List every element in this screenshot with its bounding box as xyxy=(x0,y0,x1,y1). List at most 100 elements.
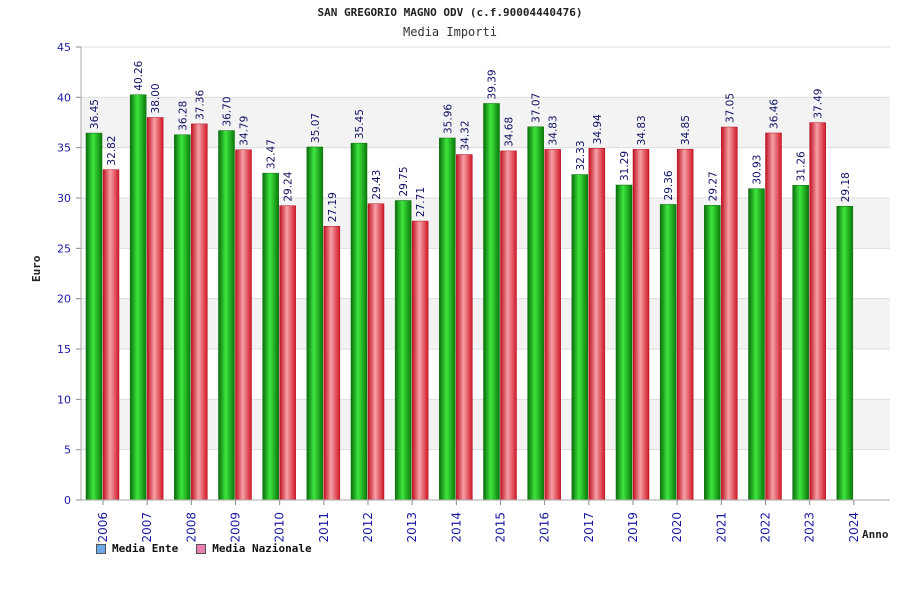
bar-label-media-ente-2021: 29.27 xyxy=(707,171,719,201)
bar-media-nazionale-2012 xyxy=(367,203,385,501)
x-tick-label-2006: 2006 xyxy=(96,512,110,543)
bar-media-ente-2024 xyxy=(836,206,854,501)
bar-media-ente-2011 xyxy=(306,146,324,501)
x-tick-label-2011: 2011 xyxy=(317,512,331,543)
bar-label-media-nazionale-2009: 34.79 xyxy=(239,116,251,146)
bar-label-media-ente-2022: 30.93 xyxy=(752,155,764,185)
bar-media-ente-2009 xyxy=(218,130,235,501)
bar-label-media-nazionale-2017: 34.94 xyxy=(592,114,604,144)
bar-media-ente-2016 xyxy=(527,126,544,501)
bar-label-media-ente-2023: 31.26 xyxy=(796,151,808,181)
bar-media-nazionale-2008 xyxy=(191,123,208,501)
y-tick-label: 0 xyxy=(64,494,71,507)
y-tick-label: 35 xyxy=(57,142,71,155)
bar-media-ente-2021 xyxy=(704,205,721,501)
x-tick-label-2022: 2022 xyxy=(759,512,773,543)
bar-media-nazionale-2011 xyxy=(323,226,341,501)
x-tick-label-2013: 2013 xyxy=(405,512,419,543)
bar-label-media-ente-2006: 36.45 xyxy=(89,99,101,129)
bar-media-ente-2010 xyxy=(262,172,279,501)
bar-media-nazionale-2015 xyxy=(500,150,517,501)
x-tick-label-2009: 2009 xyxy=(229,512,243,543)
bar-media-nazionale-2020 xyxy=(676,148,694,501)
bar-label-media-ente-2013: 29.75 xyxy=(398,166,410,196)
bar-label-media-nazionale-2014: 34.32 xyxy=(459,120,471,150)
y-tick-label: 45 xyxy=(57,41,71,54)
bar-label-media-ente-2024: 29.18 xyxy=(840,172,852,202)
bar-media-ente-2006 xyxy=(85,132,103,501)
x-tick-label-2015: 2015 xyxy=(494,512,508,543)
bar-label-media-nazionale-2022: 36.46 xyxy=(769,99,781,129)
x-axis-ticks: 2006 2007 2008 2009 2010 2011 2012 2013 2014 2015… xyxy=(96,500,861,543)
x-tick-label-2016: 2016 xyxy=(538,512,552,543)
bar-media-ente-2008 xyxy=(174,134,191,501)
bar-label-media-ente-2010: 32.47 xyxy=(266,139,278,169)
bar-media-nazionale-2017 xyxy=(588,148,606,501)
y-axis-ticks: 0 5 10 15 20 25 30 35 40 45 xyxy=(57,41,81,507)
bar-label-media-ente-2009: 36.70 xyxy=(222,96,234,126)
bar-label-media-nazionale-2020: 34.85 xyxy=(680,115,692,145)
x-tick-label-2019: 2019 xyxy=(626,512,640,543)
y-tick-label: 10 xyxy=(57,393,71,406)
x-tick-label-2023: 2023 xyxy=(803,512,817,543)
bar-label-media-nazionale-2016: 34.83 xyxy=(548,115,560,145)
bar-media-ente-2007 xyxy=(129,94,147,501)
bar-media-ente-2014 xyxy=(439,137,456,501)
bar-label-media-nazionale-2007: 38.00 xyxy=(150,83,162,113)
y-tick-label: 30 xyxy=(57,192,71,205)
bar-media-ente-2022 xyxy=(748,188,765,501)
legend-swatch-media-nazionale xyxy=(196,543,207,554)
legend-label-media-ente: Media Ente xyxy=(112,542,179,555)
bar-media-ente-2012 xyxy=(350,142,368,501)
legend: Media Ente Media Nazionale xyxy=(96,542,312,555)
legend-swatch-media-ente xyxy=(96,543,106,554)
bar-label-media-ente-2012: 35.45 xyxy=(354,109,366,139)
x-tick-label-2010: 2010 xyxy=(273,512,287,543)
bar-label-media-ente-2008: 36.28 xyxy=(177,101,189,131)
grid-band xyxy=(81,47,890,98)
y-tick-label: 15 xyxy=(57,343,71,356)
bar-label-media-ente-2020: 29.36 xyxy=(663,170,675,200)
bar-label-media-ente-2011: 35.07 xyxy=(310,113,322,143)
bar-media-nazionale-2013 xyxy=(411,220,429,501)
bar-media-ente-2017 xyxy=(571,174,589,501)
x-tick-label-2020: 2020 xyxy=(670,512,684,543)
bar-media-nazionale-2007 xyxy=(146,117,164,501)
bar-label-media-ente-2015: 39.39 xyxy=(487,69,499,99)
axes xyxy=(80,47,890,501)
bar-media-nazionale-2016 xyxy=(544,149,561,501)
bar-media-nazionale-2021 xyxy=(721,126,738,501)
bar-label-media-nazionale-2006: 32.82 xyxy=(106,136,118,166)
bar-labels: 36.45 32.82 40.26 38.00 36.28 37.36 36.70 34.79… xyxy=(89,60,852,222)
bar-label-media-ente-2014: 35.96 xyxy=(442,104,454,134)
bar-label-media-nazionale-2010: 29.24 xyxy=(283,171,295,201)
bar-media-nazionale-2006 xyxy=(102,169,120,501)
bar-label-media-nazionale-2015: 34.68 xyxy=(504,117,516,147)
bar-media-nazionale-2009 xyxy=(235,149,252,501)
bar-label-media-ente-2016: 37.07 xyxy=(531,93,543,123)
x-tick-label-2007: 2007 xyxy=(140,512,154,543)
y-tick-label: 5 xyxy=(64,444,71,457)
bars xyxy=(85,94,854,501)
y-tick-label: 20 xyxy=(57,293,71,306)
bar-label-media-ente-2007: 40.26 xyxy=(133,60,145,90)
x-tick-label-2021: 2021 xyxy=(714,512,728,543)
chart-subtitle: Media Importi xyxy=(403,25,497,39)
bar-media-nazionale-2022 xyxy=(765,132,782,501)
bar-label-media-nazionale-2019: 34.83 xyxy=(636,115,648,145)
y-axis-label: Euro xyxy=(30,255,43,283)
bar-label-media-nazionale-2011: 27.19 xyxy=(327,192,339,222)
legend-entry-media-ente: Media Ente xyxy=(96,542,178,555)
x-tick-label-2008: 2008 xyxy=(184,512,198,543)
bar-media-nazionale-2023 xyxy=(809,122,826,501)
bar-label-media-ente-2017: 32.33 xyxy=(575,140,587,170)
chart-title: SAN GREGORIO MAGNO ODV (c.f.90004440476) xyxy=(317,6,583,19)
x-tick-label-2014: 2014 xyxy=(449,512,463,543)
bar-label-media-ente-2019: 31.29 xyxy=(619,151,631,181)
x-axis-label: Anno xyxy=(862,528,889,541)
x-tick-label-2012: 2012 xyxy=(361,512,375,543)
bar-media-ente-2023 xyxy=(792,185,809,501)
y-tick-label: 25 xyxy=(57,242,71,255)
legend-label-media-nazionale: Media Nazionale xyxy=(212,542,312,555)
